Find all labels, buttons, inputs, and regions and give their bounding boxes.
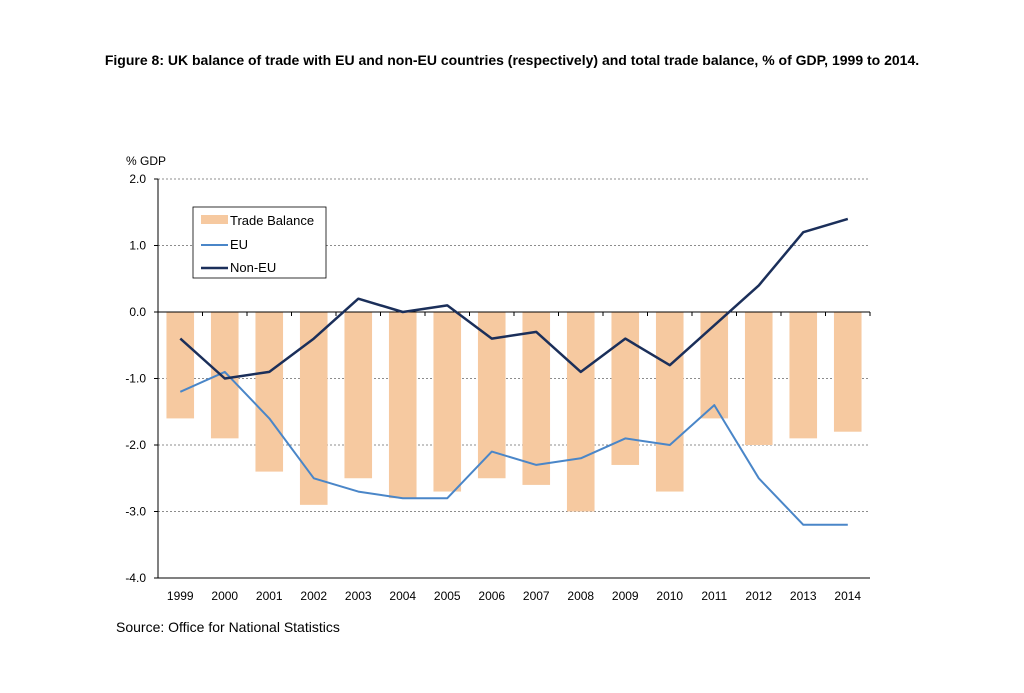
bar-trade-balance: [655, 312, 684, 492]
y-tick-label: -4.0: [125, 571, 146, 585]
x-tick-label: 2011: [701, 589, 727, 603]
bar-trade-balance: [522, 312, 551, 485]
x-tick-label: 2013: [790, 589, 817, 603]
bar-trade-balance: [388, 312, 417, 499]
legend-label-trade-balance: Trade Balance: [230, 213, 314, 228]
bar-trade-balance: [166, 312, 195, 419]
x-tick-label: 2002: [300, 589, 327, 603]
x-tick-label: 2005: [434, 589, 461, 603]
bar-trade-balance: [255, 312, 284, 472]
bar-trade-balance: [789, 312, 818, 439]
x-tick-label: 2010: [656, 589, 683, 603]
bar-trade-balance: [299, 312, 328, 505]
y-axis-label: % GDP: [126, 154, 166, 168]
line-non-eu: [179, 217, 849, 380]
bar-trade-balance: [744, 312, 773, 445]
x-tick-label: 1999: [167, 589, 194, 603]
x-tick-label: 2007: [523, 589, 550, 603]
y-tick-label: 1.0: [129, 239, 146, 253]
x-tick-label: 2001: [256, 589, 283, 603]
tick-labels: 2.0 1.0 0.0 -1.0 -2.0 -3.0 -4.0 1999 2000 2001 200…: [125, 172, 861, 603]
bar-trade-balance: [433, 312, 462, 492]
y-tick-label: -2.0: [125, 438, 146, 452]
legend: Trade Balance EU Non-EU: [192, 206, 327, 279]
figure-title: Figure 8: UK balance of trade with EU an…: [104, 52, 920, 68]
bar-trade-balance: [700, 312, 729, 419]
y-tick-label: -1.0: [125, 372, 146, 386]
x-tick-label: 2004: [389, 589, 416, 603]
axes: [154, 178, 871, 579]
x-tick-label: 2000: [211, 589, 238, 603]
y-tick-label: -3.0: [125, 505, 146, 519]
series-lines: [179, 217, 849, 526]
x-tick-label: 2009: [612, 589, 639, 603]
trade-balance-bars: [166, 312, 862, 512]
bar-trade-balance: [344, 312, 373, 479]
x-tick-label: 2008: [567, 589, 594, 603]
x-tick-label: 2006: [478, 589, 505, 603]
x-tick-label: 2014: [834, 589, 861, 603]
y-tick-label: 0.0: [129, 305, 146, 319]
x-tick-label: 2012: [745, 589, 772, 603]
legend-label-non-eu: Non-EU: [230, 260, 276, 275]
legend-swatch-trade-balance: [201, 215, 228, 224]
bar-trade-balance: [566, 312, 595, 512]
y-tick-label: 2.0: [129, 172, 146, 186]
legend-label-eu: EU: [230, 237, 248, 252]
bar-trade-balance: [833, 312, 862, 432]
source-note: Source: Office for National Statistics: [116, 619, 340, 635]
line-eu: [179, 370, 848, 526]
x-tick-label: 2003: [345, 589, 372, 603]
